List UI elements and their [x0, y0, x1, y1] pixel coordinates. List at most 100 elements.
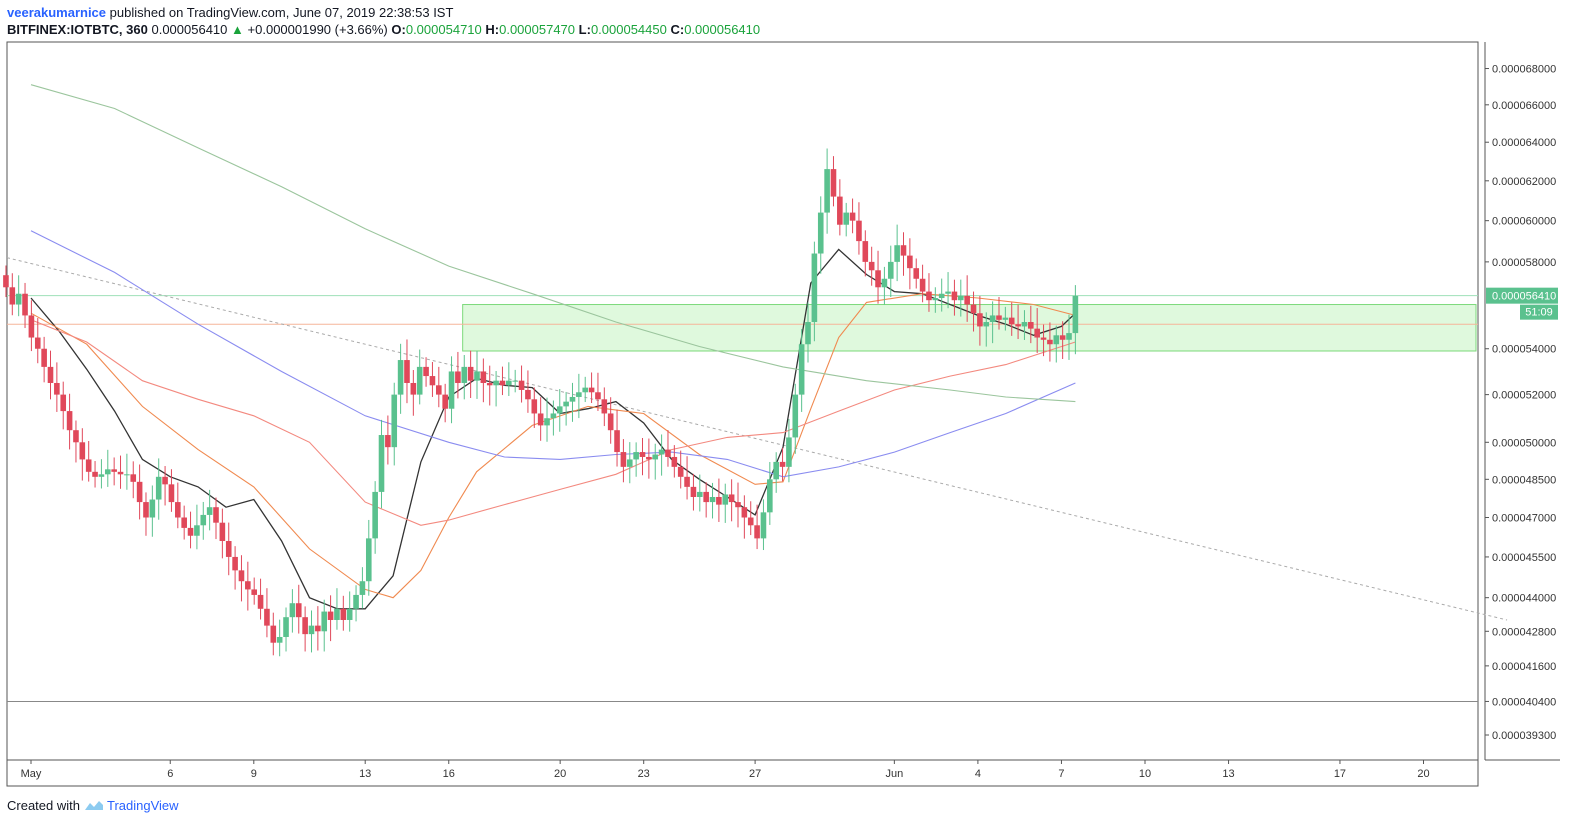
candle — [741, 495, 748, 539]
candle — [295, 584, 302, 634]
candle — [811, 241, 818, 342]
candle — [677, 450, 684, 489]
y-tick-label: 0.000058000 — [1492, 257, 1556, 269]
candle — [404, 339, 410, 404]
candle — [798, 329, 805, 412]
candle-body — [741, 507, 748, 518]
candle — [1015, 304, 1021, 340]
candle-body — [206, 507, 213, 515]
candle — [887, 245, 894, 298]
candle-body — [1002, 317, 1009, 320]
candle — [754, 504, 760, 550]
candle — [372, 481, 378, 554]
candle — [321, 599, 328, 652]
candle — [410, 370, 417, 416]
candle-body — [926, 291, 932, 301]
candle — [792, 383, 799, 454]
candle-body — [302, 617, 308, 635]
candle — [499, 366, 506, 396]
candle — [54, 362, 60, 412]
up-triangle-icon: ▲ — [231, 22, 244, 37]
candle-body — [15, 293, 22, 305]
candle — [104, 449, 111, 487]
candle — [964, 275, 970, 322]
candle-body — [951, 291, 958, 301]
candle — [646, 438, 652, 479]
candle — [881, 266, 888, 305]
candle-body — [79, 442, 86, 460]
candle-body — [913, 268, 920, 279]
candle-body — [1015, 324, 1021, 327]
candle — [346, 591, 353, 632]
candle-body — [677, 466, 684, 477]
candle — [760, 499, 767, 551]
candle-body — [626, 459, 633, 467]
candle-body — [582, 387, 589, 393]
moving-average-line-5 — [30, 84, 1076, 403]
x-tick-label: 9 — [251, 768, 257, 780]
candle-body — [792, 394, 799, 438]
candle-body — [334, 608, 340, 620]
candle-body — [429, 376, 436, 386]
candle-body — [798, 344, 805, 395]
candle-body — [289, 603, 296, 618]
candle — [1047, 322, 1053, 362]
candle — [79, 428, 86, 481]
candle-body — [410, 382, 417, 395]
candle-body — [200, 514, 207, 526]
candle — [455, 351, 461, 399]
publish-info: veerakumarnice published on TradingView.… — [7, 5, 453, 20]
candle-body — [66, 411, 73, 431]
candle — [875, 250, 881, 304]
candle — [315, 606, 321, 651]
y-tick-label: 0.000068000 — [1492, 64, 1556, 76]
tradingview-brand-link[interactable]: TradingView — [107, 798, 179, 813]
publisher-name[interactable]: veerakumarnice — [7, 5, 107, 20]
candle-body — [550, 413, 557, 419]
candle — [722, 483, 729, 523]
candle — [474, 350, 480, 399]
candle-body — [162, 476, 168, 485]
plot-border — [6, 41, 1479, 761]
candle — [213, 497, 219, 540]
countdown-label: 51:09 — [1525, 307, 1553, 319]
x-tick-label: 17 — [1334, 768, 1346, 780]
candle-body — [1034, 328, 1040, 338]
x-tick-label: 20 — [1417, 768, 1429, 780]
candle-body — [983, 322, 990, 327]
candle-body — [461, 366, 468, 383]
candle-body — [817, 212, 824, 254]
footer: Created with TradingView — [7, 798, 179, 813]
candle-body — [665, 449, 671, 457]
y-tick-label: 0.000041600 — [1492, 661, 1556, 673]
candle — [690, 473, 697, 511]
high-value: 0.000057470 — [499, 22, 576, 37]
candle — [385, 415, 391, 465]
candle-body — [276, 636, 283, 643]
candle — [709, 482, 716, 519]
y-tick-label: 0.000045500 — [1492, 552, 1556, 564]
candle — [868, 246, 875, 286]
candle-body — [646, 456, 652, 460]
candle — [257, 578, 264, 620]
candle — [665, 430, 671, 467]
candle — [264, 588, 270, 638]
candle — [907, 238, 913, 290]
candle — [436, 366, 442, 408]
candle-body — [690, 486, 697, 497]
candle-body — [98, 474, 105, 477]
candle-body — [703, 491, 709, 503]
candle — [563, 391, 569, 426]
candle — [1028, 305, 1034, 344]
candle — [544, 397, 550, 442]
candle — [735, 482, 741, 528]
candle — [155, 458, 162, 520]
candle — [251, 577, 257, 605]
candle-body — [506, 380, 512, 386]
candle — [926, 273, 932, 312]
candle-body — [493, 380, 499, 386]
candle — [671, 445, 678, 478]
candle-body — [143, 502, 149, 518]
candle — [652, 443, 659, 480]
